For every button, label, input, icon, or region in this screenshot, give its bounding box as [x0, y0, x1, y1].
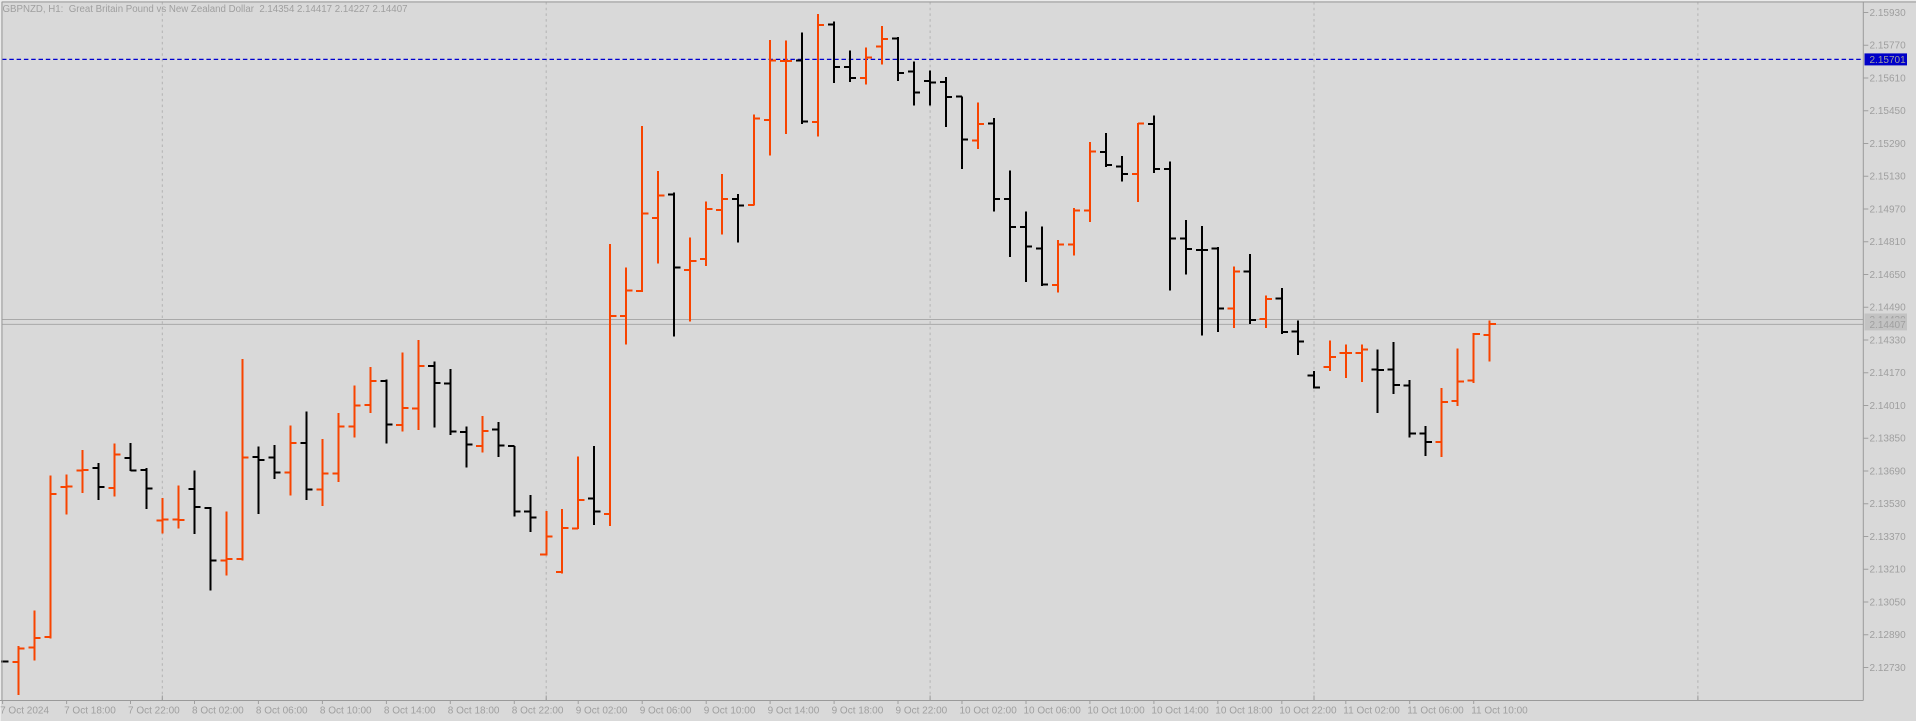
svg-text:2.12730: 2.12730	[1870, 663, 1907, 674]
svg-text:9 Oct 14:00: 9 Oct 14:00	[768, 705, 820, 716]
svg-text:8 Oct 10:00: 8 Oct 10:00	[320, 705, 372, 716]
svg-text:2.13370: 2.13370	[1870, 532, 1907, 543]
svg-text:2.15770: 2.15770	[1870, 41, 1907, 52]
svg-text:9 Oct 22:00: 9 Oct 22:00	[896, 705, 948, 716]
svg-text:2.14010: 2.14010	[1870, 401, 1907, 412]
svg-text:8 Oct 18:00: 8 Oct 18:00	[448, 705, 500, 716]
svg-text:2.14650: 2.14650	[1870, 270, 1907, 281]
svg-text:9 Oct 06:00: 9 Oct 06:00	[640, 705, 692, 716]
svg-text:8 Oct 06:00: 8 Oct 06:00	[256, 705, 308, 716]
svg-text:8 Oct 22:00: 8 Oct 22:00	[512, 705, 564, 716]
svg-text:10 Oct 22:00: 10 Oct 22:00	[1279, 705, 1337, 716]
svg-text:10 Oct 18:00: 10 Oct 18:00	[1215, 705, 1273, 716]
svg-text:2.14407: 2.14407	[1870, 320, 1907, 331]
svg-text:10 Oct 06:00: 10 Oct 06:00	[1024, 705, 1082, 716]
svg-text:2.13690: 2.13690	[1870, 466, 1907, 477]
svg-text:7 Oct 2024: 7 Oct 2024	[0, 705, 49, 716]
svg-text:8 Oct 14:00: 8 Oct 14:00	[384, 705, 436, 716]
svg-text:7 Oct 22:00: 7 Oct 22:00	[128, 705, 180, 716]
svg-text:9 Oct 18:00: 9 Oct 18:00	[832, 705, 884, 716]
svg-text:2.14330: 2.14330	[1870, 335, 1907, 346]
svg-text:2.15610: 2.15610	[1870, 73, 1907, 84]
svg-text:2.13530: 2.13530	[1870, 499, 1907, 510]
svg-text:2.14170: 2.14170	[1870, 368, 1907, 379]
svg-text:9 Oct 02:00: 9 Oct 02:00	[576, 705, 628, 716]
svg-text:11 Oct 02:00: 11 Oct 02:00	[1343, 705, 1400, 716]
svg-text:2.15450: 2.15450	[1870, 106, 1907, 117]
svg-text:2.15290: 2.15290	[1870, 139, 1907, 150]
svg-text:11 Oct 10:00: 11 Oct 10:00	[1471, 705, 1528, 716]
svg-text:2.14970: 2.14970	[1870, 204, 1907, 215]
svg-text:10 Oct 14:00: 10 Oct 14:00	[1151, 705, 1209, 716]
svg-text:11 Oct 06:00: 11 Oct 06:00	[1407, 705, 1464, 716]
svg-text:10 Oct 10:00: 10 Oct 10:00	[1087, 705, 1145, 716]
svg-text:GBPNZD, H1: Great Britain Pou: GBPNZD, H1: Great Britain Pound vs New Z…	[3, 4, 408, 15]
svg-text:2.13210: 2.13210	[1870, 565, 1907, 576]
svg-text:2.13050: 2.13050	[1870, 597, 1907, 608]
svg-text:10 Oct 02:00: 10 Oct 02:00	[960, 705, 1018, 716]
svg-text:2.15930: 2.15930	[1870, 8, 1907, 19]
svg-text:2.15130: 2.15130	[1870, 172, 1907, 183]
svg-text:7 Oct 18:00: 7 Oct 18:00	[64, 705, 116, 716]
svg-text:9 Oct 10:00: 9 Oct 10:00	[704, 705, 756, 716]
svg-text:8 Oct 02:00: 8 Oct 02:00	[192, 705, 244, 716]
svg-text:2.15701: 2.15701	[1870, 55, 1907, 66]
svg-text:2.14490: 2.14490	[1870, 303, 1907, 314]
svg-text:2.14810: 2.14810	[1870, 237, 1907, 248]
svg-text:2.13850: 2.13850	[1870, 434, 1907, 445]
svg-text:2.12890: 2.12890	[1870, 630, 1907, 641]
